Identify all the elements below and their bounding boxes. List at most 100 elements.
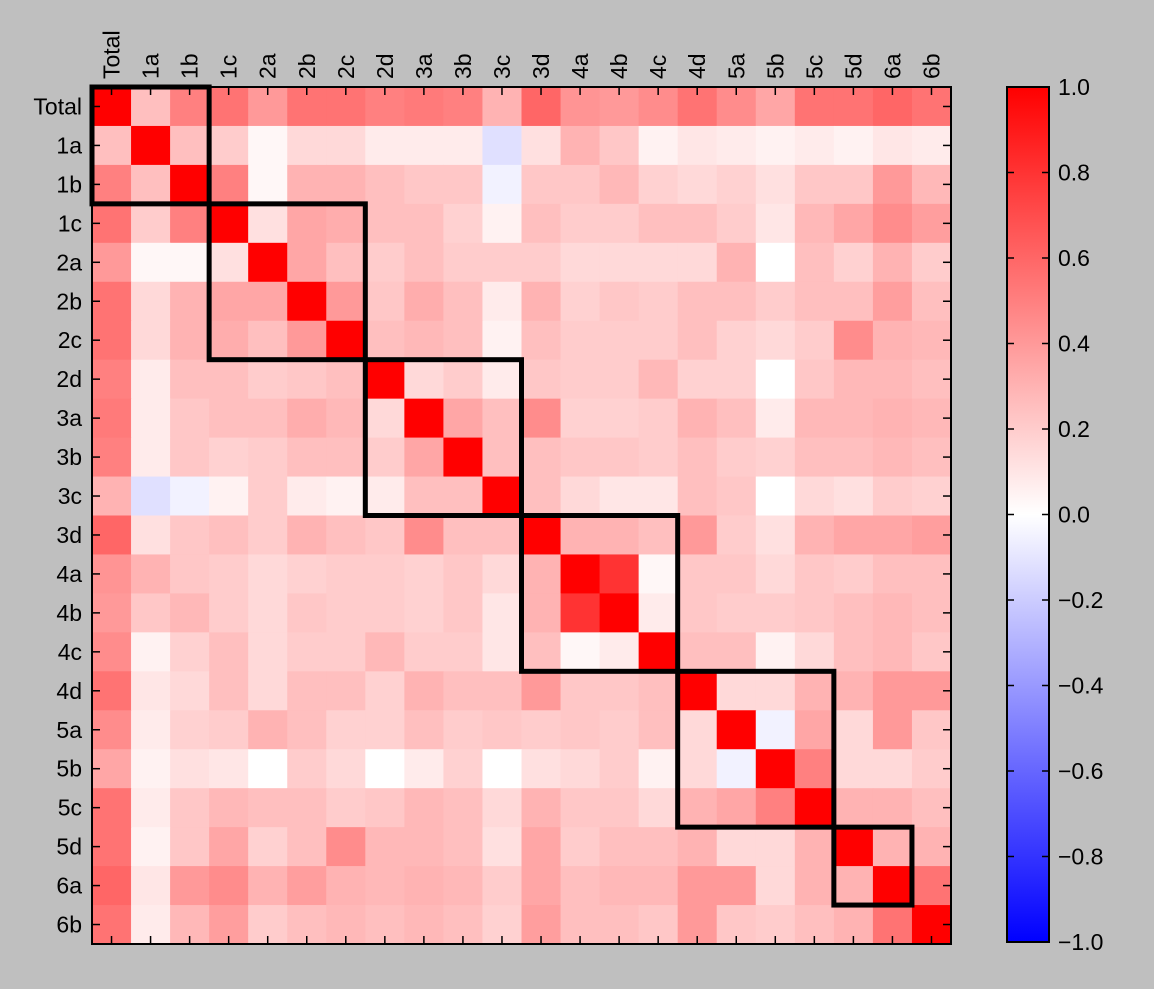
heatmap-cell-5d-5a [716, 827, 757, 867]
heatmap-cell-6a-2c [326, 866, 366, 906]
heatmap-cell-3c-1a [131, 476, 171, 517]
x-tick-label: 5d [840, 53, 866, 79]
heatmap-cell-2b-4a [560, 281, 601, 322]
heatmap-cell-5b-5d [833, 749, 874, 789]
heatmap-cell-5a-5a [716, 710, 757, 750]
heatmap-cell-4a-5b [755, 554, 796, 594]
heatmap-cell-2a-1a [131, 242, 171, 283]
colorbar-tick-labels: 1.0 0.8 0.6 0.4 0.2 0.0 −0.2 −0.4 −0.6 −0.8 −1.0 [1058, 74, 1104, 955]
heatmap-cell-3b-1b [170, 437, 210, 478]
x-tick-label: 3a [411, 53, 437, 79]
heatmap-cell-6a-1a [131, 866, 171, 906]
heatmap-cell-2a-1c [209, 242, 249, 283]
heatmap-cell-4d-3b [443, 671, 484, 711]
heatmap-cell-3c-3c [482, 476, 523, 517]
heatmap-cell-4a-4a [560, 554, 601, 594]
heatmap-cell-4a-2d [365, 554, 405, 594]
heatmap-cell-4a-2a [248, 554, 288, 594]
heatmap-cell-2a-4a [560, 242, 601, 283]
heatmap-cell-5a-5d [833, 710, 874, 750]
heatmap-cell-3d-1c [209, 515, 249, 556]
heatmap-cell-1c-2d [365, 203, 405, 244]
heatmap-cell-5d-1a [131, 827, 171, 867]
heatmap-cell-3c-4d [677, 476, 718, 517]
heatmap-cell-3b-2b [287, 437, 327, 478]
heatmap-cell-4a-4b [599, 554, 640, 594]
colorbar-tick-label: 0.6 [1058, 245, 1090, 271]
heatmap-cell-2b-3b [443, 281, 484, 322]
heatmap-cell-3a-2d [365, 398, 405, 439]
heatmap-cell-3c-4b [599, 476, 640, 517]
heatmap-cell-4c-5a [716, 632, 757, 672]
heatmap-cell-1b-5a [716, 164, 757, 205]
heatmap-cell-3a-5d [833, 398, 874, 439]
heatmap-cell-4b-5a [716, 593, 757, 633]
heatmap-cell-5d-3c [482, 827, 523, 867]
x-tick-label: 1b [177, 53, 203, 79]
heatmap-cell-5c-2a [248, 788, 288, 828]
block-outline-4 [519, 513, 681, 674]
heatmap-cell-4c-1c [209, 632, 249, 672]
heatmap-cell-5d-4c [638, 827, 679, 867]
heatmap-cell-3b-3a [404, 437, 445, 478]
heatmap-cell-4d-2b [287, 671, 327, 711]
heatmap-cell-5b-2c [326, 749, 366, 789]
heatmap-cell-3d-2a [248, 515, 288, 556]
heatmap-cell-6a-2d [365, 866, 405, 906]
heatmap-cell-2d-5d [833, 359, 874, 400]
colorbar-tick-label: −0.8 [1058, 844, 1103, 870]
y-tick-label: 3c [58, 483, 82, 509]
heatmap-cell-4b-2c [326, 593, 366, 633]
heatmap-cell-3d-4b [599, 515, 640, 556]
heatmap-cell-1a-6a [872, 125, 913, 166]
heatmap-cell-5a-1c [209, 710, 249, 750]
heatmap-cell-5b-2a [248, 749, 288, 789]
heatmap-cell-2c-5c [794, 320, 835, 361]
heatmap-cell-2c-6a [872, 320, 913, 361]
heatmap-cell-5d-4d [677, 827, 718, 867]
heatmap-cell-2a-5b [755, 242, 796, 283]
heatmap-cell-5b-5a [716, 749, 757, 789]
heatmap-cell-5d-5d [833, 827, 874, 867]
heatmap-cell-2a-6a [872, 242, 913, 283]
heatmap-cell-5a-1a [131, 710, 171, 750]
heatmap-cell-3a-3d [521, 398, 562, 439]
heatmap-cell-1c-5a [716, 203, 757, 244]
heatmap-cell-2b-1b [170, 281, 210, 322]
heatmap-cell-2d-3d [521, 359, 562, 400]
heatmap-cell-5b-2b [287, 749, 327, 789]
heatmap-cell-2b-1a [131, 281, 171, 322]
heatmap-cell-3b-2c [326, 437, 366, 478]
heatmap-cell-5c-1a [131, 788, 171, 828]
y-tick-label: 3a [56, 405, 82, 431]
heatmap-cell-5d-3a [404, 827, 445, 867]
heatmap-cell-1a-4a [560, 125, 601, 166]
heatmap-cell-3d-2d [365, 515, 405, 556]
heatmap-cell-6a-4b [599, 866, 640, 906]
heatmap-cell-3c-4c [638, 476, 679, 517]
heatmap-cell-3b-1c [209, 437, 249, 478]
heatmap-cell-2b-5a [716, 281, 757, 322]
heatmap-cell-2d-2c [326, 359, 366, 400]
heatmap-cell-6a-3c [482, 866, 523, 906]
heatmap-cell-1c-1b [170, 203, 210, 244]
heatmap-cell-5d-5c [794, 827, 835, 867]
heatmap-cell-5d-2d [365, 827, 405, 867]
heatmap-cell-2b-1c [209, 281, 249, 322]
heatmap-cell-1c-4b [599, 203, 640, 244]
block-outline-3 [362, 357, 524, 518]
heatmap-cell-4a-5c [794, 554, 835, 594]
heatmap-cell-1c-3b [443, 203, 484, 244]
heatmap-cell-4c-2c [326, 632, 366, 672]
heatmap-cell-3b-4a [560, 437, 601, 478]
x-tick-label: 2d [372, 53, 398, 79]
heatmap-cell-5a-4b [599, 710, 640, 750]
y-tick-label: 3d [56, 522, 82, 548]
colorbar-tick-label: 1.0 [1058, 74, 1090, 100]
heatmap-cell-1b-5c [794, 164, 835, 205]
heatmap-cell-4b-6a [872, 593, 913, 633]
heatmap-cell-5b-4d [677, 749, 718, 789]
heatmap-cell-2b-2a [248, 281, 288, 322]
x-tick-label: 4b [606, 53, 632, 79]
